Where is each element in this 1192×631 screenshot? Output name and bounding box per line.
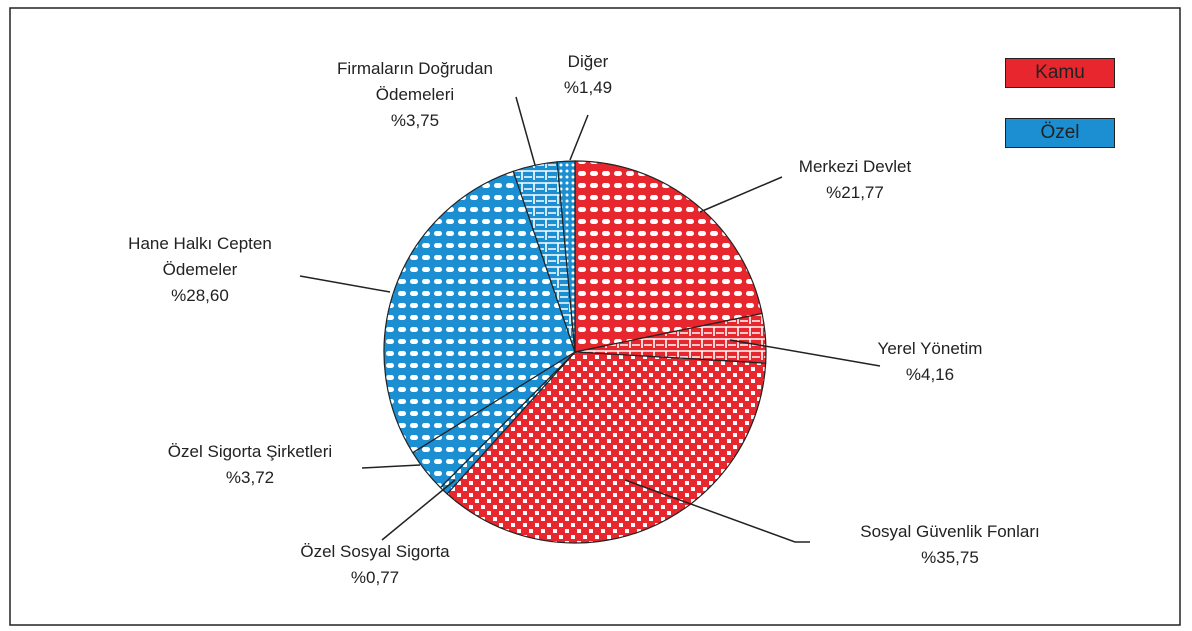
slice-value: %1,49: [563, 78, 613, 97]
slice-name: Sosyal Güvenlik Fonları: [860, 522, 1040, 541]
leader-line: [381, 479, 456, 541]
slice-value: %0,77: [350, 568, 400, 587]
slice-name: Özel Sosyal Sigorta: [300, 542, 450, 561]
slice-value: %4,16: [905, 365, 955, 384]
leader-line: [361, 464, 421, 469]
slice-value: %21,77: [826, 183, 884, 202]
slice-label: Diğer %1,49: [564, 49, 612, 101]
slice-label: Hane Halkı Cepten Ödemeler %28,60: [115, 231, 285, 309]
slice-value: %3,72: [225, 468, 275, 487]
leader-line: [515, 96, 536, 166]
pie-slice: [383, 170, 576, 454]
slice-name: Firmaların Doğrudan Ödemeleri: [337, 59, 493, 104]
slice-label: Firmaların Doğrudan Ödemeleri %3,75: [315, 56, 515, 134]
legend-entry: Özel: [1005, 118, 1115, 148]
slice-name: Hane Halkı Cepten Ödemeler: [128, 234, 272, 279]
slice-label: Merkezi Devlet %21,77: [799, 154, 911, 206]
leader-line: [624, 479, 810, 543]
slice-name: Özel Sigorta Şirketleri: [167, 442, 333, 461]
slice-value: %35,75: [921, 548, 979, 567]
leader-line: [299, 275, 391, 293]
slice-name: Diğer: [567, 52, 609, 71]
pie-slice: [556, 160, 576, 353]
legend-entry: Kamu: [1005, 58, 1115, 88]
frame: [9, 7, 1181, 626]
slice-value: %28,60: [171, 286, 229, 305]
slice-label: Sosyal Güvenlik Fonları %35,75: [860, 519, 1040, 571]
slice-name: Merkezi Devlet: [798, 157, 912, 176]
leader-line: [569, 114, 589, 161]
pie-slice: [574, 160, 763, 353]
slice-name: Yerel Yönetim: [877, 339, 983, 358]
slice-label: Özel Sosyal Sigorta %0,77: [300, 539, 449, 591]
slice-label: Özel Sigorta Şirketleri %3,72: [168, 439, 332, 491]
slice-value: %3,75: [390, 111, 440, 130]
leader-line: [729, 339, 881, 367]
leader-line: [699, 176, 783, 213]
slice-label: Yerel Yönetim %4,16: [878, 336, 983, 388]
pie-slice: [446, 351, 767, 544]
